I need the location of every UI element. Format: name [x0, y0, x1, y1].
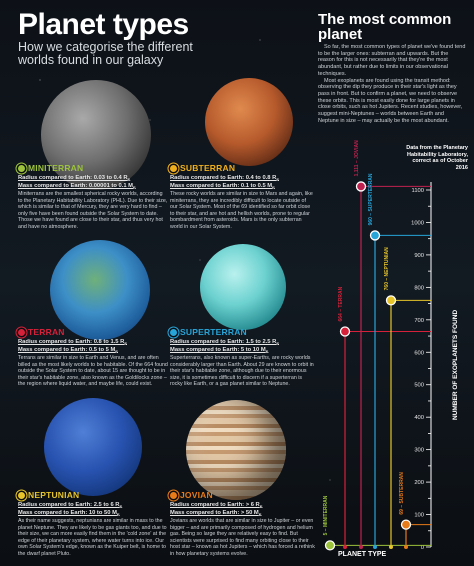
data-label-superterran: 960 – SUPERTERRAN — [368, 173, 374, 225]
chart-x-axis-label: PLANET TYPE — [338, 551, 387, 558]
miniterran-stats: Radius compared to Earth: 0.03 to 0.4 RE… — [18, 175, 136, 191]
base-point-subterran — [404, 545, 408, 549]
jovian-dot-icon — [170, 491, 177, 499]
jovian-stats: Radius compared to Earth: > 6 RE Mass co… — [170, 502, 263, 518]
point-jovian — [355, 181, 367, 192]
y-tick-label: 500 — [414, 383, 424, 389]
jovian-mass: Mass compared to Earth: > 50 M — [170, 510, 259, 517]
base-point-neptunian — [389, 545, 393, 549]
miniterran-description: Miniterrans are the smallest spherical r… — [18, 191, 168, 230]
neptunian-radius: Radius compared to Earth: 2.5 to 6 R — [18, 502, 120, 508]
y-tick-label: 1000 — [411, 220, 424, 226]
terran-planet-image — [50, 240, 150, 340]
miniterran-radius: Radius compared to Earth: 0.03 to 0.4 R — [18, 175, 128, 181]
jovian-heading: JOVIAN — [170, 490, 213, 500]
jovian-description: Jovians are worlds that are similar in s… — [170, 518, 315, 557]
chart-y-axis-label: NUMBER OF EXOPLANETS FOUND — [452, 309, 459, 421]
subterran-heading: SUBTERRAN — [170, 163, 235, 173]
miniterran-heading: MINITERRAN — [18, 163, 83, 173]
subterran-stats: Radius compared to Earth: 0.4 to 0.8 RE … — [170, 175, 279, 191]
superterran-planet-image — [200, 244, 286, 330]
chart-marks: 0 100 200 300 400 500 600 700 800 900 1000 1100 5 – … — [323, 140, 432, 551]
base-point-superterran — [373, 545, 377, 549]
superterran-stats: Radius compared to Earth: 1.5 to 2.5 RE … — [170, 339, 279, 355]
y-tick-label: 700 — [414, 318, 424, 324]
y-tick-label: 200 — [414, 480, 424, 486]
jovian-radius: Radius compared to Earth: > 6 R — [170, 502, 260, 508]
subterran-mass: Mass compared to Earth: 0.1 to 0.5 M — [170, 183, 273, 190]
base-point-miniterran — [328, 545, 332, 549]
terran-radius: Radius compared to Earth: 0.8 to 1.5 R — [18, 339, 125, 345]
y-tick-label: 400 — [414, 415, 424, 421]
y-tick-label: 300 — [414, 448, 424, 454]
superterran-mass: Mass compared to Earth: 5 to 10 M — [170, 347, 266, 354]
neptunian-planet-image — [44, 398, 142, 496]
neptunian-heading: NEPTUNIAN — [18, 490, 79, 500]
subterran-dot-icon — [170, 164, 177, 172]
data-label-neptunian: 760 – NEPTUNIAN — [384, 247, 390, 290]
neptunian-mass: Mass compared to Earth: 10 to 50 M — [18, 510, 117, 517]
sidebar-title: The most common planet — [318, 11, 452, 43]
superterran-heading: SUPERTERRAN — [170, 327, 247, 337]
sidebar-paragraph-1: So far, the most common types of planet … — [318, 44, 466, 77]
subterran-planet-image — [205, 78, 293, 166]
terran-dot-icon — [18, 328, 25, 336]
miniterran-dot-icon — [18, 164, 25, 172]
data-label-jovian: 1,111 – JOVIAN — [354, 140, 360, 177]
terran-description: Terrans are similar in size to Earth and… — [18, 355, 168, 388]
point-superterran — [369, 230, 381, 241]
page-title: Planet types — [18, 8, 189, 41]
point-neptunian — [385, 295, 397, 306]
sidebar-body: So far, the most common types of planet … — [318, 44, 466, 124]
neptunian-description: As their name suggests, neptunians are s… — [18, 518, 167, 557]
data-label-terran: 664 – TERRAN — [338, 286, 344, 321]
chart-source-note: Data from the Planetary Habitability Lab… — [406, 145, 468, 171]
y-tick-label: 1100 — [412, 188, 424, 194]
y-tick-label: 100 — [414, 513, 424, 519]
terran-heading: TERRAN — [18, 327, 65, 337]
page-subtitle: How we categorise the different worlds f… — [18, 40, 193, 67]
miniterran-planet-image — [41, 80, 151, 190]
base-point-terran — [343, 545, 347, 549]
superterran-dot-icon — [170, 328, 177, 336]
subterran-description: These rocky worlds are similar in size t… — [170, 191, 313, 230]
neptunian-dot-icon — [18, 491, 25, 499]
y-tick-label: 0 — [421, 545, 424, 551]
y-tick-label: 900 — [414, 253, 424, 259]
jovian-planet-image — [186, 400, 286, 500]
point-terran — [339, 326, 351, 337]
terran-stats: Radius compared to Earth: 0.8 to 1.5 RE … — [18, 339, 127, 355]
neptunian-stats: Radius compared to Earth: 2.5 to 6 RE Ma… — [18, 502, 123, 518]
sidebar-paragraph-2: Most exoplanets are found using the tran… — [318, 77, 463, 124]
miniterran-mass: Mass compared to Earth: 0.00001 to 0.1 M — [18, 183, 134, 190]
data-label-miniterran: 5 – MINITERRAN — [323, 495, 329, 535]
subterran-radius: Radius compared to Earth: 0.4 to 0.8 R — [170, 175, 277, 181]
y-tick-label: 800 — [414, 285, 424, 291]
superterran-radius: Radius compared to Earth: 1.5 to 2.5 R — [170, 339, 277, 345]
point-subterran — [400, 519, 412, 530]
y-tick-label: 600 — [414, 350, 424, 356]
data-label-subterran: 69 – SUBTERRAN — [399, 472, 405, 515]
superterran-description: Superterrans, also known as super-Earths… — [170, 355, 314, 388]
base-point-jovian — [359, 545, 363, 549]
terran-mass: Mass compared to Earth: 0.5 to 5 M — [18, 347, 116, 354]
